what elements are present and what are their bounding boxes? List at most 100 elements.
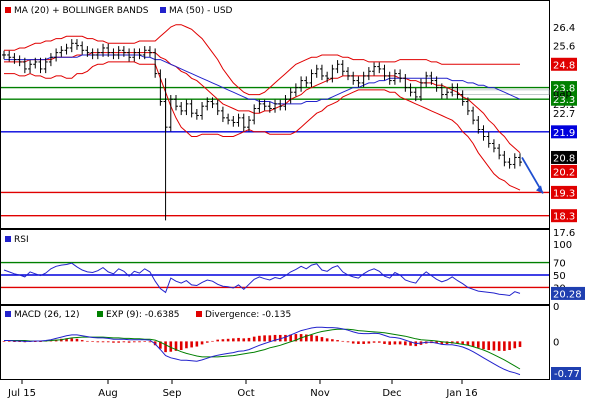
price-bar [246, 115, 251, 132]
price-bar [491, 139, 496, 153]
price-bar [455, 83, 460, 99]
price-bar [174, 95, 178, 111]
divergence-bar [278, 334, 282, 342]
price-bar [361, 71, 366, 88]
level-label: 21.9 [553, 128, 575, 139]
price-bar [106, 43, 111, 57]
price-bar [38, 57, 43, 74]
level-label: 24.8 [553, 60, 575, 71]
price-bar [215, 99, 220, 116]
divergence-bar [383, 341, 386, 344]
divergence-bar [153, 341, 157, 346]
price-bar [439, 83, 444, 99]
price-bar [116, 46, 121, 60]
price-tick-label: 22.7 [553, 109, 575, 120]
price-tick-label: 25.6 [553, 42, 575, 53]
divergence-bar [174, 341, 178, 351]
macd-current-box [551, 367, 581, 380]
price-bar [252, 104, 257, 125]
divergence-bar [518, 341, 522, 347]
price-bar [413, 88, 418, 102]
divergence-bar [388, 341, 391, 345]
price-bar [59, 46, 64, 57]
divergence-bar [2, 341, 6, 342]
price-bar [90, 48, 95, 60]
price-bar [231, 115, 236, 127]
price-legend: MA (20) + BOLLINGER BANDS MA (50) - USD [5, 6, 233, 16]
ma20-legend-label: MA (20) + BOLLINGER BANDS [14, 6, 149, 16]
divergence-bar [409, 341, 412, 346]
divergence-legend-square-icon [196, 311, 202, 317]
price-bar [408, 83, 413, 97]
divergence-bar [18, 341, 21, 342]
price-bar [205, 97, 210, 111]
divergence-bar [80, 340, 84, 342]
divergence-bar [263, 335, 266, 342]
price-bar [111, 48, 116, 60]
divergence-bar [122, 341, 126, 343]
price-bar [278, 99, 283, 111]
divergence-bar [242, 338, 246, 342]
divergence-bar [159, 341, 162, 349]
price-bar [314, 64, 319, 78]
price-bar [450, 83, 455, 97]
divergence-bar [65, 338, 68, 342]
divergence-bar [200, 341, 204, 345]
price-bar [512, 153, 517, 169]
price-bar [262, 99, 267, 111]
price-bar [273, 99, 278, 113]
divergence-bar [273, 334, 277, 342]
macd-current-label: -0.77 [554, 369, 580, 380]
price-bar [330, 64, 335, 83]
divergence-bar [336, 340, 339, 342]
divergence-bar [143, 341, 147, 342]
divergence-bar [117, 341, 120, 343]
price-bar [153, 48, 158, 78]
divergence-bar [503, 341, 506, 351]
price-bar [288, 88, 293, 104]
divergence-bar [284, 334, 287, 342]
divergence-bar [305, 334, 308, 342]
divergence-bar [320, 337, 324, 342]
divergence-legend-label: Divergence: -0.135 [205, 310, 291, 320]
rsi-line [3, 262, 521, 297]
divergence-bar [138, 341, 141, 343]
divergence-bar [86, 340, 89, 342]
price-bar [309, 69, 314, 88]
price-bar [48, 53, 53, 67]
price-bar [226, 113, 231, 125]
rsi-tick-label: 50 [553, 271, 566, 282]
level-box-20.2 [551, 164, 577, 178]
divergence-bar [331, 339, 334, 342]
divergence-bar [497, 341, 501, 351]
divergence-bar [471, 341, 475, 347]
price-bar [392, 69, 397, 85]
price-tick-label: 26.4 [553, 23, 575, 34]
rsi-legend: RSI [5, 235, 29, 245]
price-bar [28, 60, 33, 74]
divergence-bar [39, 341, 42, 342]
macd-tick-label: 0 [553, 337, 559, 348]
divergence-bar [294, 334, 298, 342]
x-tick-label: Dec [382, 388, 401, 399]
price-bar [2, 50, 6, 60]
price-bar [158, 69, 163, 106]
divergence-bar [190, 341, 193, 348]
divergence-bar [268, 335, 272, 342]
level-box-23.3 [551, 92, 577, 106]
divergence-bar [440, 341, 444, 344]
macd-line [4, 326, 521, 376]
divergence-bar [258, 335, 261, 342]
divergence-bar [325, 338, 329, 342]
macd-legend-label: MACD (26, 12) [14, 310, 80, 320]
x-tick-label: Jan 16 [445, 388, 477, 399]
price-bar [80, 41, 85, 55]
divergence-bar [148, 341, 152, 343]
price-bar [465, 97, 470, 116]
price-bar [179, 102, 184, 116]
price-bar [132, 48, 137, 62]
divergence-bar [13, 341, 16, 342]
divergence-bar [70, 338, 74, 342]
